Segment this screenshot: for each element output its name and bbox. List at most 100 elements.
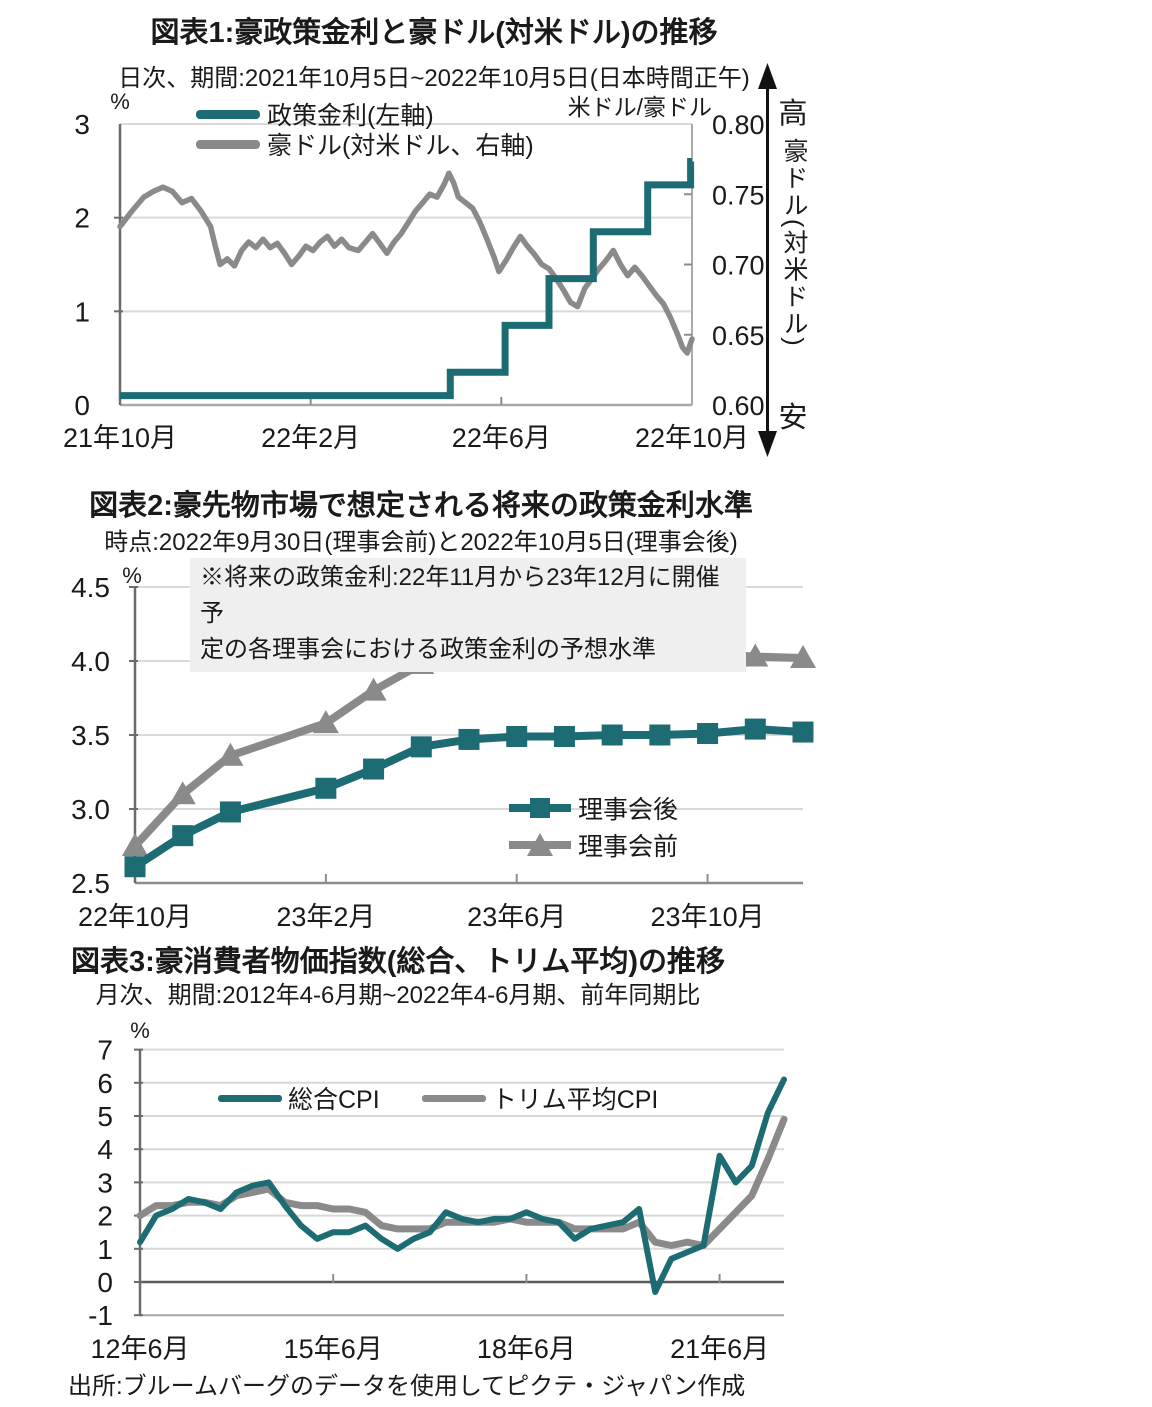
chart1-legend-aud: 豪ドル(対米ドル、右軸) [196,130,534,160]
post-meeting-marker [124,856,146,878]
trimmed-cpi-legend-label: トリム平均CPI [491,1086,659,1114]
post-meeting-legend-label: 理事会後 [578,796,679,824]
aud-low-label: 安 [778,402,808,434]
aud-usd-line [117,170,695,356]
y-label: 2 [97,1201,113,1232]
y-left-label: 1 [74,296,90,327]
post-meeting-marker [458,728,480,750]
aud-high-label: 高 [778,98,808,130]
chart2-left-axis-unit: % [122,563,142,588]
x-label: 15年6月 [284,1334,383,1364]
chart2-title: 図表2:豪先物市場で想定される将来の政策金利水準 [89,490,753,522]
aud-swatch-icon [196,139,260,149]
y-label: 3.5 [71,720,110,751]
chart2-note: ※将来の政策金利:22年11月から23年12月に開催予 定の各理事会における政策… [190,558,746,672]
chart3-legend-row: 総合CPI トリム平均CPI [218,1085,658,1114]
x-label: 23年2月 [276,902,375,932]
post-meeting-marker [172,825,194,847]
y-label: 3 [97,1167,113,1198]
post-meeting-marker [649,724,671,746]
x-label: 12年6月 [90,1334,189,1364]
trimmed-cpi-swatch-icon [421,1094,486,1102]
y-label: 2.5 [71,868,110,899]
aud-legend-label: 豪ドル(対米ドル、右軸) [267,132,534,160]
y-left-label: 3 [74,109,90,140]
pre-meeting-marker [312,710,339,734]
post-meeting-marker [601,724,623,746]
chart3-subtitle: 月次、期間:2012年4-6月期~2022年4-6月期、前年同期比 [95,982,701,1009]
updown-arrow-icon [758,63,777,457]
chart2-legend-post: 理事会後 [508,795,678,824]
policy-rate-legend-label: 政策金利(左軸) [267,102,434,130]
pre-meeting-marker [360,677,387,701]
pre-meeting-marker [122,833,148,856]
chart3-title: 図表3:豪消費者物価指数(総合、トリム平均)の推移 [70,946,726,978]
x-label: 22年6月 [452,423,551,453]
trimmed-mean-cpi-line [136,1115,788,1249]
y-right-label: 0.75 [712,180,765,210]
chart3-left-axis-unit: % [130,1018,150,1043]
chart2-note-line1: ※将来の政策金利:22年11月から23年12月に開催予 [200,564,720,627]
x-label: 22年10月 [78,902,192,932]
x-label: 21年6月 [670,1334,769,1364]
pre-meeting-marker [169,781,196,805]
chart1-subtitle: 日次、期間:2021年10月5日~2022年10月5日(日本時間正午) [118,65,750,92]
y-right-label: 0.65 [712,321,765,351]
post-meeting-marker [697,723,719,745]
headline-cpi-legend-label: 総合CPI [288,1086,380,1114]
y-label: 4.5 [71,572,110,603]
y-label: 4.0 [71,646,110,677]
post-meeting-marker [553,725,575,747]
x-label: 22年2月 [261,423,360,453]
chart1-right-axis-unit: 米ドル/豪ドル [567,94,712,120]
pre-meeting-swatch-icon [509,833,571,856]
y-right-label: 0.60 [712,391,765,421]
y-label: -1 [88,1300,113,1331]
pre-meeting-legend-label: 理事会前 [578,833,679,861]
chart2-note-line2: 定の各理事会における政策金利の予想水準 [200,636,656,663]
source-note: 出所:ブルームバーグのデータを使用してピクテ・ジャパン作成 [68,1373,746,1400]
chart1-title: 図表1:豪政策金利と豪ドル(対米ドル)の推移 [150,17,718,49]
y-left-label: 0 [74,390,90,421]
y-label: 5 [97,1101,113,1132]
x-label: 18年6月 [477,1334,576,1364]
post-meeting-marker [363,758,385,780]
chart3-legend: 総合CPI トリム平均CPI [218,1085,658,1114]
pre-meeting-marker [217,742,244,766]
chart2-subtitle: 時点:2022年9月30日(理事会前)と2022年10月5日(理事会後) [104,529,738,556]
y-right-label: 0.70 [712,251,765,281]
x-label: 22年10月 [635,423,749,453]
headline-cpi-swatch-icon [218,1094,282,1102]
post-meeting-marker [315,777,337,799]
chart1-legend: 政策金利(左軸) 豪ドル(対米ドル、右軸) [196,100,534,160]
post-meeting-marker [410,736,432,758]
pre-meeting-marker [742,643,769,667]
chart1-legend-policy-rate: 政策金利(左軸) [196,100,534,130]
post-meeting-marker [792,721,814,743]
policy-rate-line [120,158,695,400]
x-label: 23年6月 [467,902,566,932]
pre-meeting-marker [790,645,816,669]
x-label: 21年10月 [63,423,177,453]
post-meeting-marker [506,725,528,747]
y-left-label: 2 [74,203,90,234]
headline-cpi-line [137,1076,787,1295]
y-right-label: 0.80 [712,110,765,140]
post-meeting-swatch-icon [509,798,571,818]
x-label: 23年10月 [651,902,765,932]
y-label: 1 [97,1234,113,1265]
post-meeting-marker [744,718,766,740]
y-label: 4 [97,1134,113,1165]
aud-vertical-label: 豪ドル(対米ドル) [780,138,808,348]
post-meeting-marker [219,801,241,823]
chart1-left-axis-unit: % [110,89,130,114]
chart2-legend: 理事会後 理事会前 [508,795,678,861]
y-label: 3.0 [71,794,110,825]
y-label: 0 [97,1267,113,1298]
y-label: 7 [97,1035,113,1066]
chart2-legend-pre: 理事会前 [508,832,678,861]
y-label: 6 [97,1068,113,1099]
policy-rate-swatch-icon [196,109,260,119]
